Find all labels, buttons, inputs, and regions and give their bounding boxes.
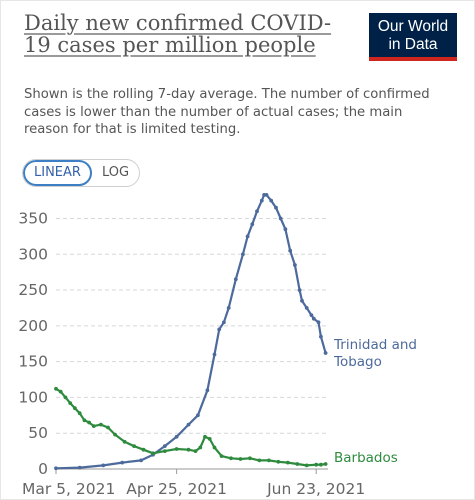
data-point: [314, 462, 319, 467]
data-point: [212, 445, 217, 450]
data-point: [293, 263, 297, 267]
data-point: [319, 334, 323, 339]
data-point: [217, 327, 222, 332]
data-point: [250, 222, 255, 227]
data-point: [141, 447, 146, 452]
x-tick-label: Jun 23, 2021: [266, 480, 365, 498]
data-point: [269, 198, 274, 203]
data-point: [77, 465, 82, 470]
data-point: [316, 320, 321, 325]
data-point: [226, 306, 231, 310]
x-tick-label: Mar 5, 2021: [22, 480, 115, 498]
data-point: [203, 434, 207, 439]
data-point: [295, 462, 300, 466]
data-point: [113, 432, 117, 437]
data-point: [309, 313, 314, 317]
y-tick-label: 350: [18, 209, 48, 227]
data-point: [207, 437, 212, 441]
data-point: [278, 216, 283, 221]
y-tick-label: 300: [18, 245, 48, 263]
data-point: [193, 449, 198, 453]
series-end-label: Barbados: [334, 450, 398, 466]
data-point: [219, 454, 224, 458]
data-point: [212, 352, 217, 357]
owid-logo[interactable]: Our World in Data: [369, 13, 457, 61]
data-point: [323, 462, 328, 466]
series-line: [55, 387, 326, 467]
data-point: [151, 451, 155, 456]
data-point: [132, 444, 137, 448]
data-point: [196, 413, 200, 418]
data-point: [73, 406, 77, 411]
data-point: [186, 447, 191, 452]
y-tick-label: 50: [28, 424, 48, 442]
data-point: [68, 401, 73, 405]
data-point: [257, 458, 262, 463]
data-point: [311, 316, 316, 321]
data-point: [99, 422, 103, 427]
data-point: [77, 411, 82, 416]
data-point: [304, 463, 309, 468]
logo-line-2: in Data: [388, 36, 438, 53]
data-point: [222, 320, 226, 325]
data-point: [304, 306, 309, 310]
data-point: [54, 386, 58, 391]
y-tick-label: 100: [18, 388, 48, 406]
data-point: [162, 444, 167, 448]
data-point: [245, 234, 250, 239]
data-point: [229, 456, 233, 461]
series-line: [55, 193, 327, 470]
y-tick-label: 250: [18, 281, 48, 299]
data-point: [233, 277, 238, 282]
scale-toggle[interactable]: LINEAR LOG: [22, 159, 141, 187]
log-scale-button[interactable]: LOG: [101, 165, 130, 180]
data-point: [205, 388, 210, 393]
x-tick-label: Apr 25, 2021: [126, 480, 227, 498]
data-point: [238, 457, 243, 461]
data-point: [91, 424, 96, 428]
data-point: [241, 252, 245, 257]
data-point: [248, 456, 252, 461]
data-point: [186, 422, 191, 427]
data-point: [255, 209, 259, 214]
data-point: [87, 420, 91, 425]
y-tick-label: 200: [18, 317, 48, 335]
data-point: [264, 193, 269, 197]
data-point: [101, 463, 106, 468]
logo-line-1: Our World: [377, 18, 449, 35]
data-point: [274, 205, 278, 210]
data-point: [174, 447, 179, 451]
data-point: [300, 298, 304, 303]
data-point: [120, 460, 125, 465]
data-point: [139, 458, 144, 463]
data-point: [319, 462, 323, 467]
chart-title[interactable]: Daily new confirmed COVID-19 cases per m…: [24, 11, 332, 57]
data-point: [82, 418, 87, 423]
data-point: [122, 439, 127, 444]
data-point: [297, 288, 302, 292]
data-point: [54, 466, 58, 471]
chart-subtitle: Shown is the rolling 7-day average. The …: [24, 87, 430, 137]
data-point: [162, 449, 167, 453]
data-point: [323, 351, 328, 355]
data-point: [288, 248, 293, 253]
y-tick-label: 0: [38, 460, 48, 478]
y-tick-label: 150: [18, 353, 48, 371]
data-point: [267, 458, 271, 463]
data-point: [283, 227, 288, 232]
data-point: [259, 198, 264, 203]
data-point: [106, 425, 110, 430]
data-point: [276, 459, 281, 464]
data-point: [63, 395, 68, 400]
data-point: [198, 445, 203, 450]
data-point: [174, 434, 179, 439]
data-point: [58, 389, 63, 394]
series-end-label: Tobago: [333, 354, 382, 370]
data-point: [285, 460, 290, 465]
series-end-label: Trinidad and: [333, 337, 417, 353]
linear-scale-button[interactable]: LINEAR: [23, 160, 92, 186]
